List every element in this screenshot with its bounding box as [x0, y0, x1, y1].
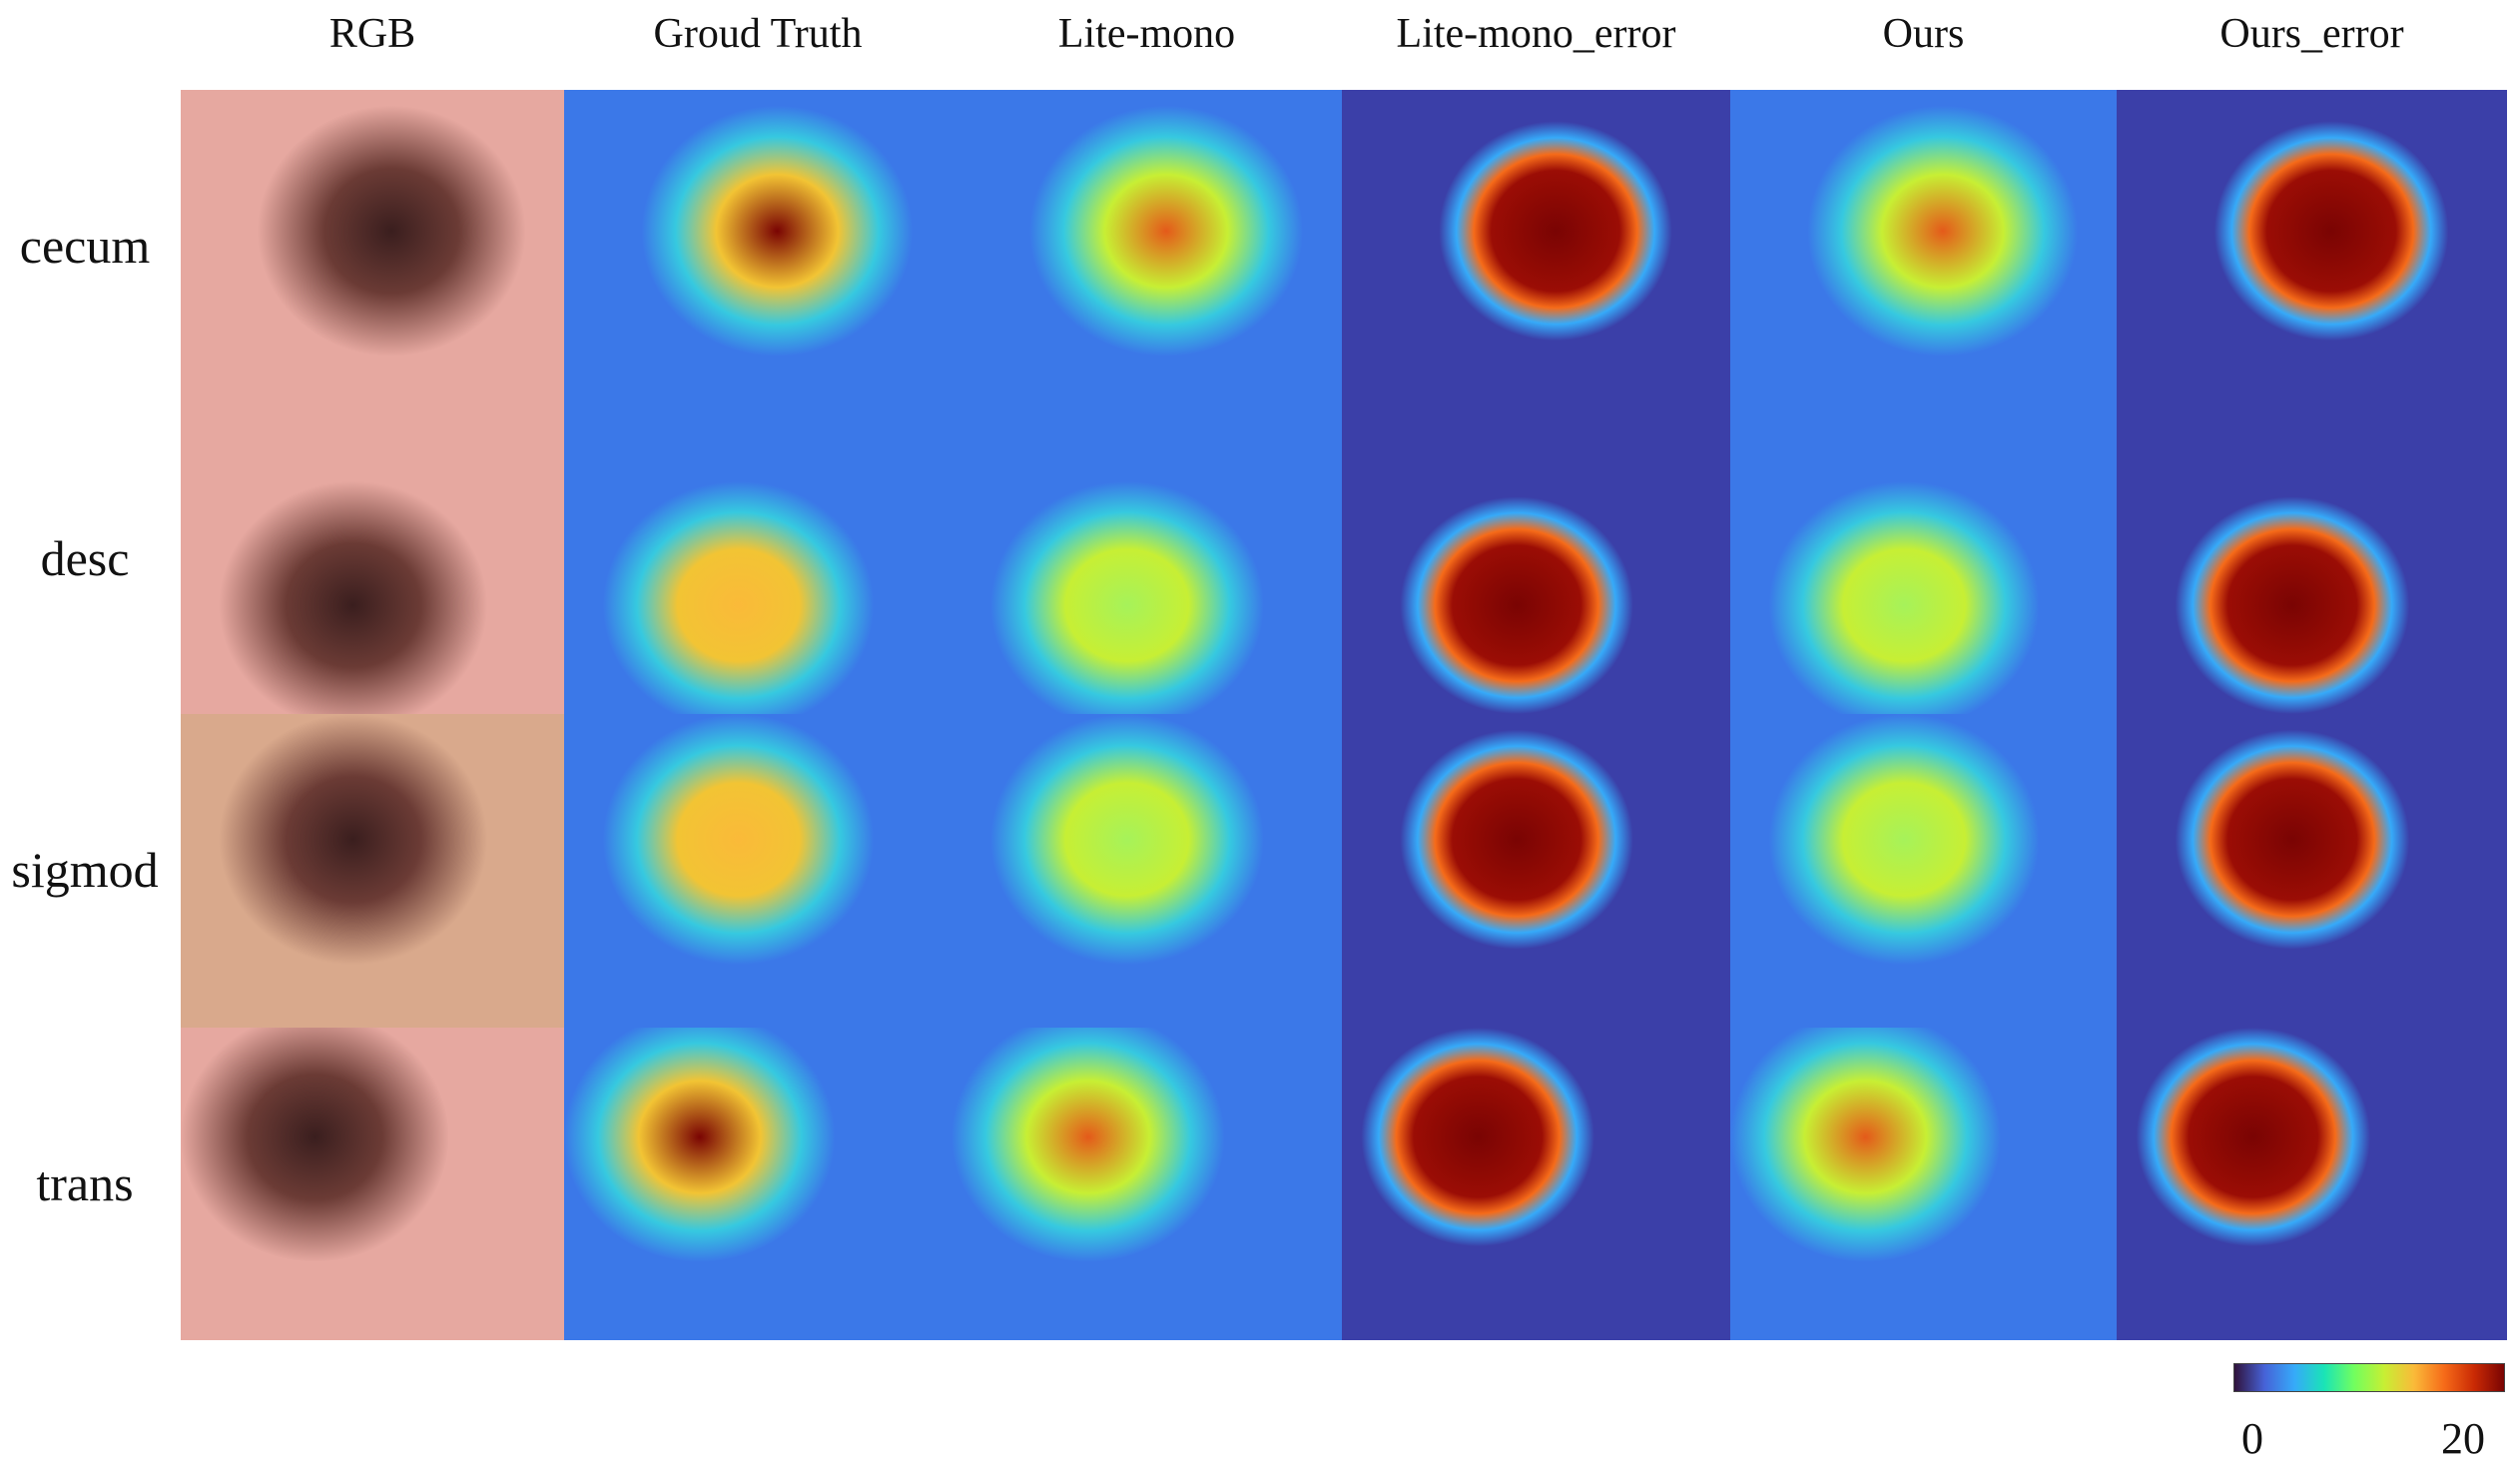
image-cell [951, 714, 1342, 1028]
column-header: Ours_error [2219, 11, 2404, 57]
column-header: Ours [1882, 11, 1965, 57]
image-cell [1730, 714, 2117, 1028]
column-header: Lite-mono_error [1396, 11, 1676, 57]
row-label: cecum [19, 218, 151, 274]
image-cell [564, 714, 951, 1028]
image-cell [951, 90, 1342, 403]
row-label: desc [40, 529, 130, 586]
image-cell [1730, 90, 2117, 403]
row-label: sigmod [11, 842, 159, 898]
colorbar-max: 20 [2441, 1414, 2485, 1463]
column-header: Lite-mono [1057, 11, 1236, 57]
image-cell [2117, 1028, 2507, 1340]
image-cell [181, 90, 564, 403]
image-cell [181, 1028, 564, 1340]
image-cell [1342, 714, 1730, 1028]
image-cell [564, 90, 951, 403]
image-cell [2117, 403, 2507, 714]
image-cell [2117, 90, 2507, 403]
row-label: trans [36, 1154, 134, 1211]
image-cell [1730, 1028, 2117, 1340]
image-cell [1342, 403, 1730, 714]
image-cell [951, 403, 1342, 714]
image-cell [2117, 714, 2507, 1028]
image-cell [564, 403, 951, 714]
image-cell [564, 1028, 951, 1340]
image-cell [951, 1028, 1342, 1340]
image-cell [181, 403, 564, 714]
column-header: Groud Truth [653, 11, 863, 57]
image-cell [1730, 403, 2117, 714]
image-cell [1342, 1028, 1730, 1340]
colorbar-min: 0 [2241, 1414, 2263, 1463]
image-cell [181, 714, 564, 1028]
image-cell [1342, 90, 1730, 403]
colorbar [2233, 1363, 2505, 1392]
column-header: RGB [328, 11, 416, 57]
